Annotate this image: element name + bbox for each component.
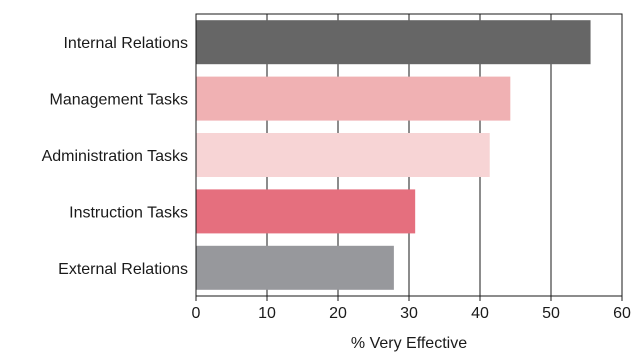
category-label-management-tasks: Management Tasks bbox=[50, 92, 188, 109]
x-tick-label-10: 10 bbox=[258, 305, 276, 322]
bar-external-relations bbox=[196, 245, 394, 290]
x-tick-label-50: 50 bbox=[542, 305, 560, 322]
category-label-external-relations: External Relations bbox=[58, 261, 188, 278]
bars bbox=[196, 20, 591, 290]
category-label-instruction-tasks: Instruction Tasks bbox=[69, 204, 188, 221]
bar-instruction-tasks bbox=[196, 189, 416, 234]
x-tick-label-40: 40 bbox=[471, 305, 489, 322]
bar-internal-relations bbox=[196, 20, 591, 65]
category-label-administration-tasks: Administration Tasks bbox=[42, 148, 188, 165]
category-label-internal-relations: Internal Relations bbox=[63, 35, 188, 52]
bar-administration-tasks bbox=[196, 133, 490, 177]
x-tick-label-60: 60 bbox=[613, 305, 631, 322]
category-labels: Internal Relations Management Tasks Admini… bbox=[42, 35, 188, 278]
x-tick-label-20: 20 bbox=[329, 305, 347, 322]
x-tick-label-30: 30 bbox=[400, 305, 418, 322]
x-tick-labels: 0 10 20 30 40 50 60 bbox=[192, 296, 631, 322]
bar-management-tasks bbox=[196, 76, 511, 121]
x-tick-label-0: 0 bbox=[192, 305, 201, 322]
x-axis-title: % Very Effective bbox=[351, 335, 467, 352]
